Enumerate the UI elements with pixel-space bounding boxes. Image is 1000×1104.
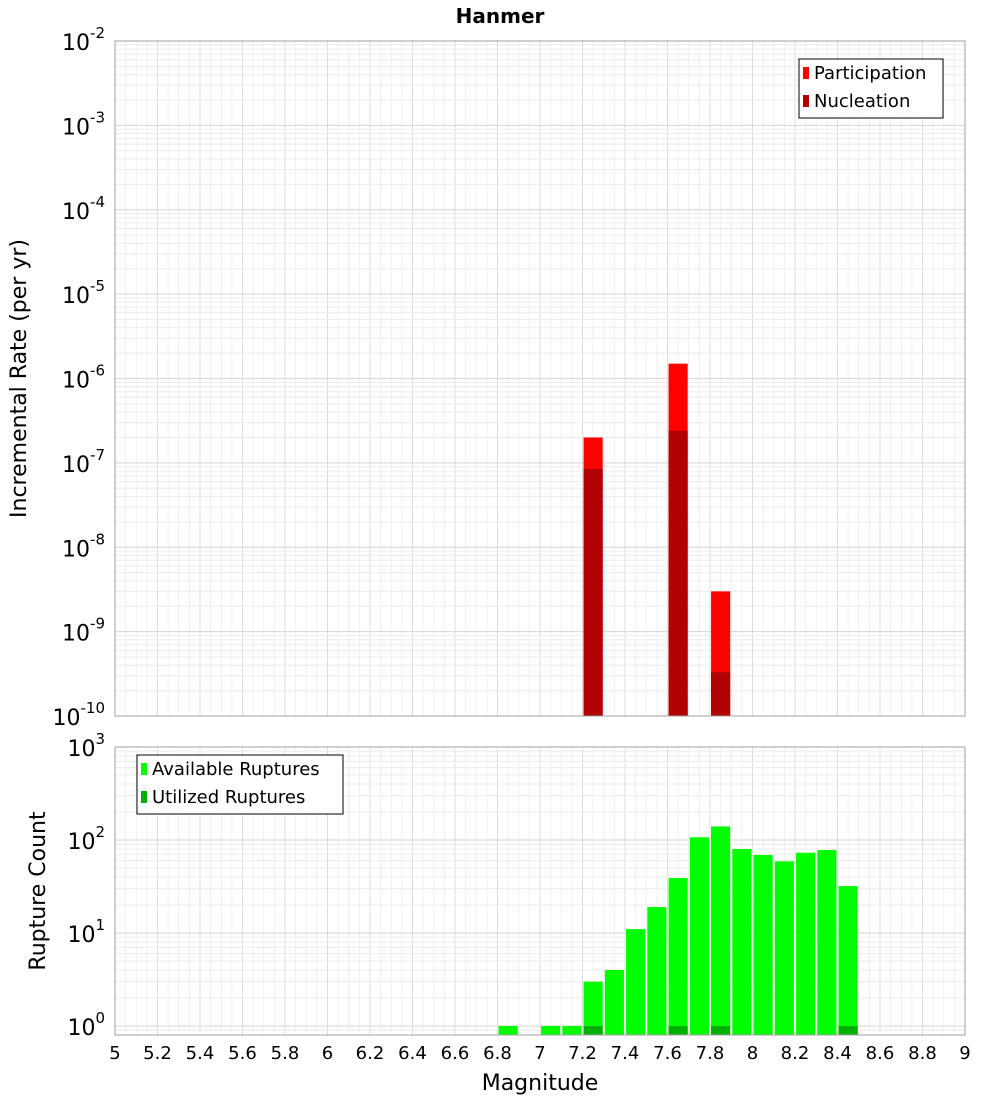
legend-label: Participation [814, 63, 926, 84]
available-ruptures-bar [753, 854, 773, 1035]
legend-swatch [803, 95, 809, 107]
available-ruptures-bar [604, 969, 624, 1035]
legend-box [798, 58, 944, 119]
x-tick-label: 7.4 [611, 1043, 640, 1064]
y-tick-label: 103 [67, 730, 105, 762]
available-ruptures-bar [498, 1025, 518, 1035]
plot-frame-count [114, 746, 966, 1036]
y-tick-label: 10-8 [62, 530, 105, 562]
legend-box [136, 754, 344, 815]
available-ruptures-bar [668, 878, 688, 1035]
legend: Participation Nucleation [798, 58, 944, 119]
available-ruptures-bar [689, 837, 709, 1035]
plot-frame-rate [114, 40, 966, 717]
y-tick-label: 10-3 [62, 108, 105, 140]
chart-title: Hanmer [456, 4, 545, 28]
x-tick-label: 5.6 [228, 1043, 257, 1064]
available-ruptures-bar [583, 981, 603, 1035]
legend-label: Available Ruptures [152, 759, 320, 780]
y-tick-label: 100 [67, 1009, 105, 1041]
x-tick-label: 6.6 [441, 1043, 470, 1064]
x-axis-title: Magnitude [482, 1071, 599, 1096]
x-tick-label: 9 [959, 1043, 970, 1064]
available-ruptures-bar [562, 1025, 582, 1035]
x-tick-label: 7 [534, 1043, 545, 1064]
available-ruptures-bar [647, 907, 667, 1035]
legend: Available Ruptures Utilized Ruptures [136, 754, 344, 815]
y-tick-label: 101 [67, 916, 105, 948]
x-tick-label: 8.2 [781, 1043, 810, 1064]
available-ruptures-bar [817, 850, 837, 1035]
x-tick-label: 7.8 [696, 1043, 725, 1064]
legend-label: Nucleation [814, 91, 910, 112]
x-tick-label: 5 [109, 1043, 120, 1064]
y-tick-label: 10-6 [62, 362, 105, 394]
available-ruptures-bar [541, 1025, 561, 1035]
legend-swatch [803, 67, 809, 79]
available-ruptures-bar [774, 861, 794, 1035]
x-tick-label: 5.8 [271, 1043, 300, 1064]
x-tick-label: 6 [322, 1043, 333, 1064]
x-tick-label: 5.4 [186, 1043, 215, 1064]
x-tick-label: 6.2 [356, 1043, 385, 1064]
utilized-ruptures-bar [711, 1025, 731, 1035]
y-tick-label: 102 [67, 823, 105, 855]
x-tick-label: 8.4 [823, 1043, 852, 1064]
y-tick-label: 10-7 [62, 446, 105, 478]
available-ruptures-bar [626, 929, 646, 1035]
y-tick-label: 10-10 [53, 699, 106, 731]
available-ruptures-bar [711, 826, 731, 1035]
y-axis-title: Incremental Rate (per yr) [7, 239, 32, 518]
utilized-ruptures-bar [583, 1025, 603, 1035]
x-tick-label: 6.4 [398, 1043, 427, 1064]
utilized-ruptures-bar [838, 1025, 858, 1035]
y-axis-title: Rupture Count [26, 811, 51, 971]
x-tick-label: 7.2 [568, 1043, 597, 1064]
nucleation-bar [668, 430, 688, 716]
available-ruptures-bar [732, 849, 752, 1035]
x-tick-label: 7.6 [653, 1043, 682, 1064]
y-tick-label: 10-9 [62, 615, 105, 647]
x-tick-label: 8.6 [866, 1043, 895, 1064]
legend-label: Utilized Ruptures [152, 787, 305, 808]
nucleation-bar [583, 468, 603, 716]
x-tick-label: 8 [747, 1043, 758, 1064]
available-ruptures-bar [838, 886, 858, 1035]
y-tick-label: 10-4 [62, 193, 105, 225]
x-tick-label: 8.8 [908, 1043, 937, 1064]
legend-swatch [141, 763, 147, 775]
y-tick-label: 10-5 [62, 277, 105, 309]
utilized-ruptures-bar [668, 1025, 688, 1035]
x-tick-label: 6.8 [483, 1043, 512, 1064]
nucleation-bar [711, 672, 731, 716]
y-tick-label: 10-2 [62, 24, 105, 56]
x-tick-label: 5.2 [143, 1043, 172, 1064]
legend-swatch [141, 791, 147, 803]
available-ruptures-bar [796, 852, 816, 1035]
